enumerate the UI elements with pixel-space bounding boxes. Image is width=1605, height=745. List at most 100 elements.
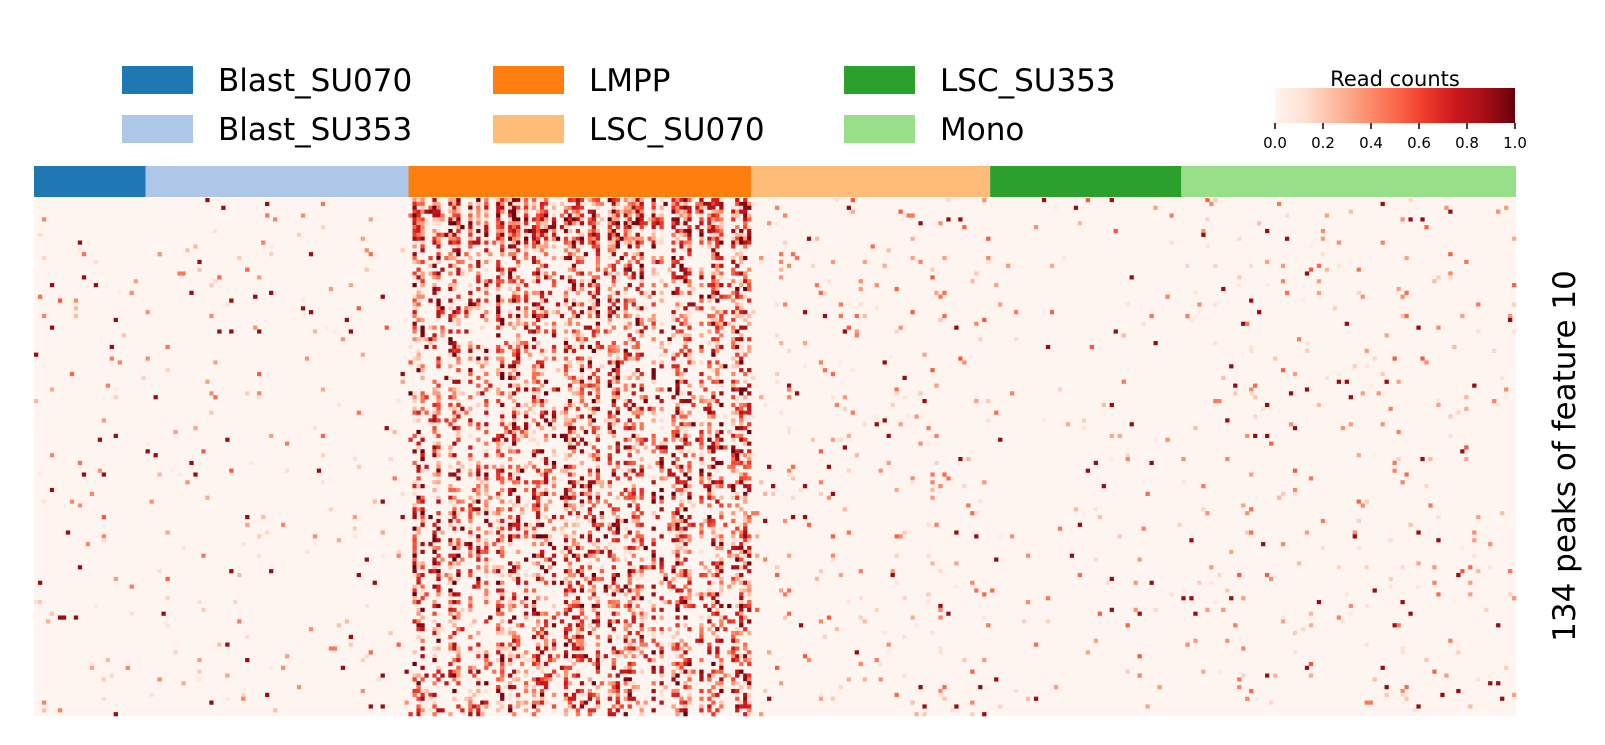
heatmap-cell	[416, 225, 421, 230]
heatmap-cell	[416, 580, 421, 585]
heatmap-cell	[1436, 275, 1441, 280]
heatmap-cell	[524, 669, 529, 674]
heatmap-cell	[663, 348, 668, 353]
heatmap-cell	[516, 700, 521, 705]
heatmap-cell	[484, 248, 489, 253]
heatmap-cell	[675, 607, 680, 612]
heatmap-cell	[328, 507, 334, 512]
heatmap-cell	[575, 569, 581, 574]
heatmap-cell	[623, 665, 628, 670]
heatmap-cell	[512, 449, 517, 454]
heatmap-cell	[715, 429, 720, 435]
heatmap-cell	[436, 306, 441, 311]
heatmap-cell	[587, 692, 593, 697]
heatmap-cell	[595, 669, 601, 674]
heatmap-cell	[679, 561, 684, 566]
heatmap-cell	[687, 290, 692, 295]
heatmap-cell	[452, 487, 457, 493]
heatmap-cell	[468, 646, 473, 651]
heatmap-cell	[468, 700, 473, 705]
heatmap-cell	[719, 580, 724, 585]
heatmap-cell	[567, 198, 573, 203]
heatmap-cell	[850, 198, 855, 203]
heatmap-cell	[456, 225, 461, 230]
heatmap-cell	[488, 530, 493, 535]
heatmap-cell	[508, 383, 513, 388]
heatmap-cell	[623, 673, 628, 678]
heatmap-cell	[679, 464, 684, 469]
heatmap-cell	[420, 677, 425, 682]
heatmap-cell	[460, 557, 465, 562]
heatmap-cell	[627, 572, 632, 578]
heatmap-cell	[747, 348, 752, 353]
heatmap-cell	[113, 317, 118, 323]
heatmap-cell	[456, 228, 461, 234]
heatmap-cell	[699, 267, 704, 272]
heatmap-cell	[448, 669, 453, 674]
heatmap-cell	[671, 669, 676, 674]
heatmap-cell	[535, 379, 541, 384]
heatmap-cell	[452, 248, 457, 253]
heatmap-cell	[508, 681, 513, 686]
heatmap-cell	[1129, 422, 1134, 427]
heatmap-cell	[1408, 611, 1413, 616]
heatmap-cell	[962, 360, 967, 365]
heatmap-cell	[755, 607, 760, 612]
heatmap-cell	[747, 681, 752, 686]
heatmap-cell	[731, 638, 736, 643]
heatmap-cell	[687, 279, 692, 284]
heatmap-cell	[711, 271, 716, 276]
heatmap-cell	[308, 252, 314, 257]
heatmap-cell	[735, 708, 740, 713]
heatmap-cell	[607, 712, 612, 717]
heatmap-cell	[802, 484, 808, 489]
heatmap-cell	[631, 391, 636, 396]
heatmap-cell	[663, 283, 668, 288]
heatmap-cell	[607, 298, 612, 303]
heatmap-cell	[978, 337, 983, 342]
heatmap-cell	[635, 259, 640, 265]
heatmap-cell	[639, 271, 644, 276]
heatmap-cell	[452, 426, 457, 431]
heatmap-cell	[452, 630, 457, 636]
heatmap-cell	[591, 627, 597, 632]
heatmap-cell	[687, 383, 692, 388]
heatmap-cell	[739, 252, 744, 257]
heatmap-cell	[850, 368, 855, 373]
heatmap-cell	[209, 391, 214, 396]
heatmap-cell	[771, 491, 776, 496]
heatmap-cell	[675, 654, 680, 659]
heatmap-cell	[595, 329, 601, 334]
heatmap-cell	[631, 696, 636, 701]
heatmap-cell	[1360, 294, 1365, 299]
heatmap-cell	[651, 437, 656, 442]
heatmap-cell	[440, 708, 445, 713]
legend-swatch-lsc-su353	[844, 66, 915, 94]
heatmap-cell	[639, 321, 644, 326]
heatmap-cell	[531, 337, 537, 342]
heatmap-cell	[456, 410, 461, 415]
heatmap-cell	[711, 596, 716, 601]
heatmap-cell	[715, 252, 720, 257]
heatmap-cell	[699, 677, 704, 682]
heatmap-cell	[468, 379, 473, 384]
heatmap-cell	[739, 337, 744, 342]
heatmap-cell	[579, 236, 585, 241]
heatmap-cell	[639, 572, 644, 578]
heatmap-cell	[1153, 607, 1158, 612]
heatmap-cell	[623, 375, 628, 380]
heatmap-cell	[679, 255, 684, 261]
heatmap-cell	[623, 325, 628, 330]
heatmap-cell	[739, 630, 744, 636]
heatmap-cell	[476, 375, 481, 380]
heatmap-cell	[563, 406, 569, 411]
heatmap-cell	[496, 217, 501, 222]
heatmap-cell	[743, 518, 748, 524]
heatmap-cell	[579, 379, 585, 384]
heatmap-cell	[715, 244, 720, 249]
heatmap-cell	[579, 603, 585, 609]
heatmap-cell	[420, 217, 425, 222]
heatmap-cell	[611, 391, 616, 396]
heatmap-cell	[583, 642, 589, 647]
heatmap-cell	[500, 364, 505, 369]
